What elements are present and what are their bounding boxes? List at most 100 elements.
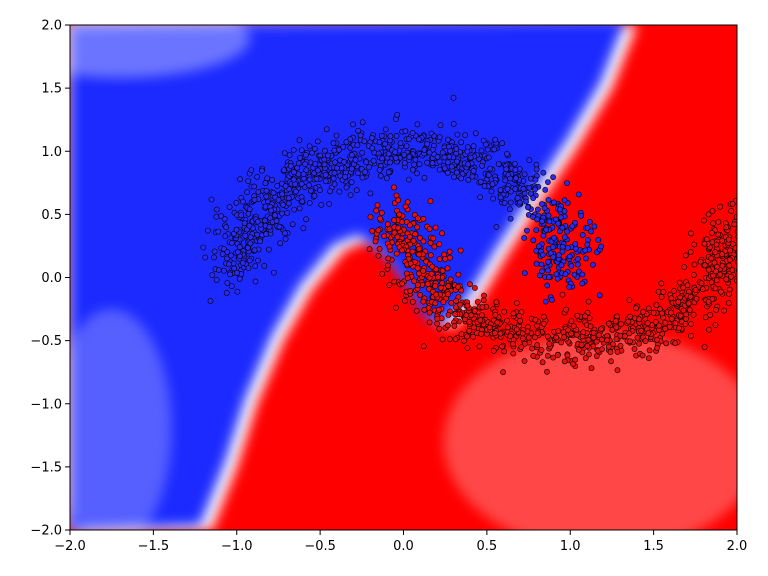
data-point [326, 201, 333, 207]
data-point [551, 199, 557, 206]
data-point [650, 309, 657, 316]
data-point [234, 288, 241, 295]
data-point [584, 343, 591, 349]
data-point [618, 321, 624, 327]
x-tick-label: 2.0 [727, 539, 748, 554]
data-point [333, 132, 340, 139]
data-point [759, 181, 764, 186]
data-point [306, 200, 313, 206]
data-point [247, 234, 254, 241]
data-point [362, 169, 368, 175]
data-point [383, 175, 390, 182]
data-point [417, 234, 423, 241]
blue-wash-left [70, 309, 172, 530]
data-point [453, 158, 460, 165]
data-point [681, 264, 688, 270]
data-point [753, 233, 758, 238]
data-point [564, 228, 570, 235]
data-point [347, 192, 354, 198]
data-point [613, 318, 619, 325]
data-point [728, 273, 734, 280]
data-point [302, 151, 309, 158]
data-point [258, 167, 265, 174]
data-point [377, 215, 383, 222]
data-point [379, 155, 386, 162]
data-point [382, 126, 389, 133]
data-point [439, 149, 446, 156]
data-point [692, 286, 699, 293]
data-point [732, 245, 737, 252]
data-point [321, 147, 328, 154]
data-point [701, 344, 708, 350]
data-point [521, 270, 528, 276]
data-point [318, 201, 325, 208]
data-point [410, 237, 417, 244]
data-point [377, 172, 384, 179]
data-point [527, 190, 534, 197]
data-point [566, 253, 573, 260]
data-point [545, 212, 552, 219]
data-point [396, 211, 403, 218]
data-point [752, 246, 757, 251]
data-point [755, 229, 760, 234]
data-point [535, 206, 541, 213]
data-point [702, 314, 709, 321]
data-point [675, 299, 682, 305]
data-point [652, 318, 659, 325]
data-point [471, 324, 477, 331]
data-point [331, 181, 338, 187]
data-point [277, 240, 284, 247]
data-point [596, 292, 603, 299]
data-point [411, 161, 417, 168]
data-point [228, 252, 234, 259]
data-point [378, 209, 385, 216]
data-point [655, 288, 662, 295]
data-point [540, 320, 547, 327]
data-point [421, 306, 428, 313]
data-point [582, 247, 589, 254]
data-point [749, 250, 754, 255]
data-point [605, 320, 612, 327]
data-point [736, 256, 737, 259]
y-tick-label: 0.5 [41, 208, 62, 223]
data-point [415, 270, 422, 277]
data-point [254, 173, 261, 180]
data-point [590, 329, 597, 336]
data-point [245, 210, 252, 217]
data-point [465, 176, 472, 183]
data-point [525, 204, 531, 211]
data-point [401, 159, 408, 166]
data-point [457, 301, 464, 308]
data-point [401, 151, 408, 158]
data-point [712, 249, 719, 256]
data-point [399, 219, 405, 225]
data-point [522, 340, 528, 347]
data-point [357, 132, 364, 139]
data-point [230, 260, 237, 267]
data-point [559, 224, 566, 231]
data-point [223, 289, 230, 296]
data-point [464, 148, 471, 155]
data-point [545, 179, 551, 185]
data-point [672, 320, 679, 327]
data-point [300, 225, 307, 232]
data-point [331, 147, 338, 154]
blue-wash-top [70, 25, 250, 78]
data-point [550, 174, 556, 181]
data-point [276, 223, 283, 230]
data-point [568, 330, 575, 337]
data-point [426, 309, 433, 316]
data-point [747, 268, 752, 273]
data-point [521, 235, 528, 241]
y-tick-label: −1.5 [30, 460, 62, 475]
data-point [511, 160, 518, 167]
data-point [336, 188, 343, 195]
data-point [228, 240, 235, 246]
data-point [467, 154, 474, 161]
data-point [513, 326, 520, 333]
data-point [306, 182, 312, 189]
data-point [578, 341, 585, 348]
data-point [520, 186, 527, 192]
data-point [437, 122, 444, 129]
